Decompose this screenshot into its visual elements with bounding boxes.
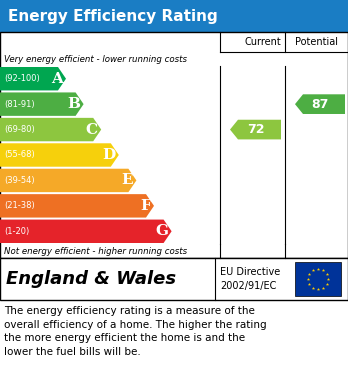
Text: Current: Current bbox=[245, 37, 282, 47]
Text: Not energy efficient - higher running costs: Not energy efficient - higher running co… bbox=[4, 246, 187, 255]
Bar bbox=[0, 32, 348, 258]
Text: (81-91): (81-91) bbox=[4, 100, 34, 109]
Text: D: D bbox=[102, 148, 116, 162]
Polygon shape bbox=[0, 169, 136, 192]
Text: Energy Efficiency Rating: Energy Efficiency Rating bbox=[8, 9, 218, 23]
Text: 87: 87 bbox=[311, 98, 329, 111]
Text: 72: 72 bbox=[247, 123, 264, 136]
Text: The energy efficiency rating is a measure of the
overall efficiency of a home. T: The energy efficiency rating is a measur… bbox=[4, 306, 267, 357]
Polygon shape bbox=[0, 220, 172, 243]
Polygon shape bbox=[0, 92, 84, 116]
Text: (1-20): (1-20) bbox=[4, 227, 29, 236]
Text: 2002/91/EC: 2002/91/EC bbox=[220, 281, 276, 291]
Text: (69-80): (69-80) bbox=[4, 125, 35, 134]
Polygon shape bbox=[295, 94, 345, 114]
Text: B: B bbox=[68, 97, 80, 111]
Polygon shape bbox=[230, 120, 281, 140]
Text: A: A bbox=[51, 72, 63, 86]
Text: Very energy efficient - lower running costs: Very energy efficient - lower running co… bbox=[4, 54, 187, 63]
Polygon shape bbox=[0, 67, 66, 90]
Text: England & Wales: England & Wales bbox=[6, 270, 176, 288]
Text: (92-100): (92-100) bbox=[4, 74, 40, 83]
Polygon shape bbox=[0, 194, 154, 217]
Text: EU Directive: EU Directive bbox=[220, 267, 280, 277]
Text: G: G bbox=[156, 224, 168, 238]
Text: F: F bbox=[140, 199, 151, 213]
Polygon shape bbox=[0, 143, 119, 167]
Text: E: E bbox=[121, 174, 133, 187]
Text: Potential: Potential bbox=[295, 37, 339, 47]
Text: (55-68): (55-68) bbox=[4, 151, 35, 160]
Polygon shape bbox=[0, 118, 101, 141]
Bar bbox=[0, 258, 348, 300]
Text: (21-38): (21-38) bbox=[4, 201, 35, 210]
Bar bbox=[295, 262, 341, 296]
Text: C: C bbox=[86, 122, 98, 136]
Bar bbox=[0, 0, 348, 32]
Text: (39-54): (39-54) bbox=[4, 176, 34, 185]
